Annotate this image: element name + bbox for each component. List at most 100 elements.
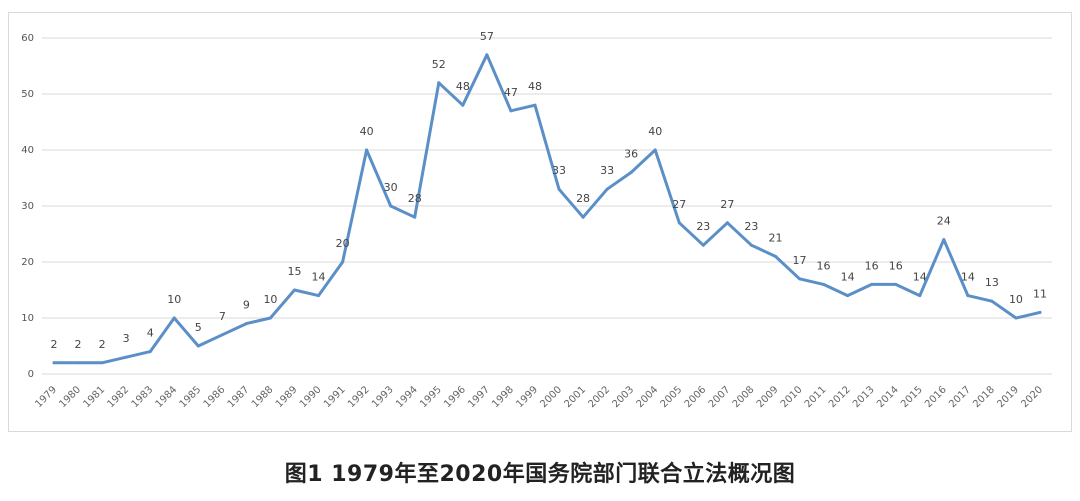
data-point: [581, 215, 585, 219]
data-point: [533, 103, 537, 107]
data-label: 5: [195, 321, 202, 334]
data-point: [437, 81, 441, 85]
x-tick-label: 2013: [851, 384, 877, 410]
x-tick-label: 2005: [659, 384, 685, 410]
chart-frame: [8, 12, 1072, 432]
x-tick-label: 1980: [57, 384, 83, 410]
data-point: [341, 260, 345, 264]
data-point: [629, 170, 633, 174]
x-tick-label: 2019: [995, 384, 1021, 410]
x-tick-label: 2006: [683, 384, 709, 410]
data-point: [846, 294, 850, 298]
data-point: [268, 316, 272, 320]
y-tick-label: 20: [21, 257, 34, 268]
chart-caption: 图1 1979年至2020年国务院部门联合立法概况图: [284, 462, 796, 487]
data-label: 57: [480, 30, 494, 43]
x-tick-label: 2003: [611, 384, 637, 410]
x-tick-label: 2011: [803, 384, 829, 410]
data-point: [365, 148, 369, 152]
data-point: [485, 53, 489, 57]
x-tick-label: 1981: [81, 384, 107, 410]
data-label: 7: [219, 310, 226, 323]
y-tick-label: 30: [21, 201, 34, 212]
y-tick-label: 0: [28, 369, 34, 380]
data-label: 20: [336, 237, 350, 250]
data-label: 2: [51, 338, 58, 351]
x-tick-label: 1985: [178, 384, 204, 410]
data-label: 28: [576, 192, 590, 205]
data-point: [701, 243, 705, 247]
x-tick-label: 2018: [971, 384, 997, 410]
data-point: [605, 187, 609, 191]
x-tick-label: 1994: [394, 384, 420, 410]
x-tick-label: 1991: [322, 384, 348, 410]
data-point: [196, 344, 200, 348]
data-label: 52: [432, 58, 446, 71]
data-point: [1014, 316, 1018, 320]
x-tick-label: 1993: [370, 384, 396, 410]
x-tick-label: 2016: [923, 384, 949, 410]
data-label: 15: [287, 265, 301, 278]
data-label: 16: [817, 259, 831, 272]
data-point: [461, 103, 465, 107]
data-label: 40: [648, 125, 662, 138]
x-tick-label: 1990: [298, 384, 324, 410]
line-chart: 0102030405060197919801981198219831984198…: [21, 30, 1052, 410]
data-point: [677, 221, 681, 225]
data-label: 23: [744, 220, 758, 233]
data-point: [76, 361, 80, 365]
y-tick-label: 10: [21, 313, 34, 324]
x-tick-label: 2012: [827, 384, 853, 410]
data-point: [52, 361, 56, 365]
data-label: 23: [696, 220, 710, 233]
data-label: 21: [768, 231, 782, 244]
data-label: 28: [408, 192, 422, 205]
data-label: 14: [841, 271, 855, 284]
data-label: 4: [147, 327, 154, 340]
data-point: [389, 204, 393, 208]
data-point: [822, 282, 826, 286]
x-tick-label: 2015: [899, 384, 925, 410]
data-label: 10: [1009, 293, 1023, 306]
x-tick-label: 1992: [346, 384, 372, 410]
data-label: 36: [624, 147, 638, 160]
data-label: 48: [456, 80, 470, 93]
data-label: 33: [552, 164, 566, 177]
x-tick-label: 1984: [154, 384, 180, 410]
data-label: 27: [720, 198, 734, 211]
x-tick-label: 1986: [202, 384, 228, 410]
data-point: [773, 254, 777, 258]
data-point: [100, 361, 104, 365]
data-label: 9: [243, 299, 250, 312]
x-tick-label: 2001: [562, 384, 588, 410]
data-point: [798, 277, 802, 281]
data-point: [749, 243, 753, 247]
x-tick-label: 1995: [418, 384, 444, 410]
x-tick-label: 2009: [755, 384, 781, 410]
x-tick-label: 1999: [514, 384, 540, 410]
data-label: 16: [889, 259, 903, 272]
data-point: [509, 109, 513, 113]
x-tick-label: 2020: [1019, 384, 1045, 410]
x-tick-label: 1987: [226, 384, 252, 410]
data-label: 24: [937, 215, 951, 228]
x-tick-label: 2014: [875, 384, 901, 410]
x-tick-label: 1988: [250, 384, 276, 410]
data-label: 40: [360, 125, 374, 138]
data-point: [894, 282, 898, 286]
x-tick-label: 2000: [538, 384, 564, 410]
data-point: [1038, 310, 1042, 314]
data-label: 27: [672, 198, 686, 211]
data-point: [124, 355, 128, 359]
data-label: 16: [865, 259, 879, 272]
data-point: [870, 282, 874, 286]
data-point: [990, 299, 994, 303]
data-point: [557, 187, 561, 191]
data-point: [966, 294, 970, 298]
series-line: [52, 53, 1042, 365]
data-label: 3: [123, 332, 130, 345]
x-tick-label: 1982: [105, 384, 131, 410]
data-label: 14: [913, 271, 927, 284]
data-point: [172, 316, 176, 320]
data-label: 2: [75, 338, 82, 351]
